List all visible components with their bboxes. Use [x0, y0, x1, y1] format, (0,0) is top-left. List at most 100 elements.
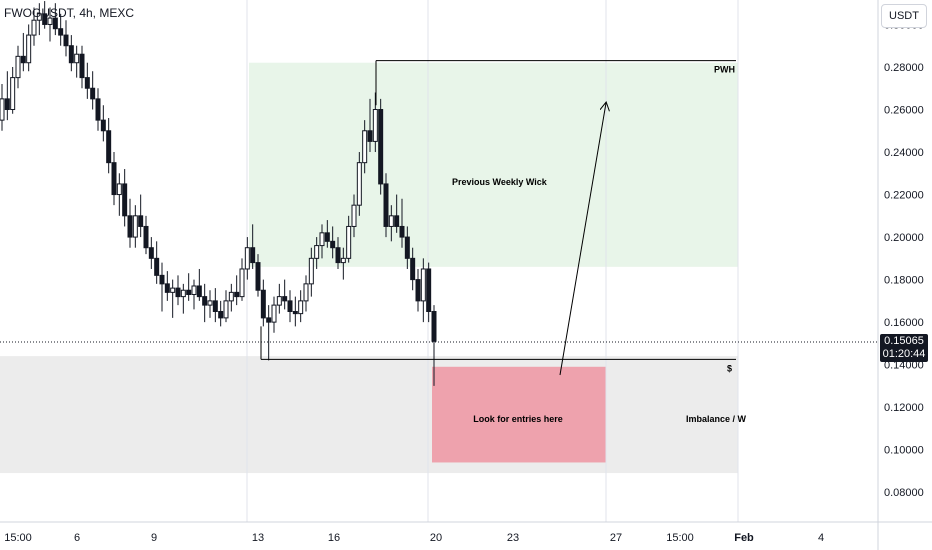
time-tick-label: 15:00 — [666, 532, 694, 544]
candle-up — [298, 300, 304, 315]
currency-button[interactable]: USDT — [881, 4, 927, 28]
candle-down — [330, 240, 336, 249]
time-tick-label: 15:00 — [4, 532, 32, 544]
candle-down — [431, 310, 437, 342]
candle-down — [250, 247, 256, 264]
candle-up — [170, 287, 176, 293]
candle-up — [74, 53, 80, 64]
price-tick-label: 0.24000 — [884, 147, 924, 159]
candle-down — [394, 215, 400, 227]
candle-down — [63, 34, 69, 47]
candle-down — [4, 98, 10, 111]
projection-arrow — [559, 103, 606, 376]
price-tick-label: 0.16000 — [884, 317, 924, 329]
candle-up — [308, 257, 314, 285]
time-tick-label: 13 — [252, 532, 264, 544]
candle-down — [196, 285, 202, 298]
candle-up — [314, 245, 320, 259]
candle-up — [15, 55, 21, 79]
candle-up — [271, 304, 277, 323]
countdown-timer: 01:20:44 — [882, 348, 926, 360]
previous-weekly-wick-label: Previous Weekly Wick — [452, 177, 548, 187]
time-tick-label: 6 — [74, 532, 80, 544]
imbalance-label: Imbalance / W — [686, 414, 747, 424]
candle-down — [335, 247, 341, 264]
candle-down — [399, 225, 405, 238]
candle-down — [260, 289, 266, 319]
candle-up — [420, 268, 426, 302]
candle-up — [207, 300, 213, 306]
candle-down — [20, 55, 26, 64]
candle-down — [404, 236, 410, 259]
candle-down — [138, 215, 144, 227]
candle-down — [164, 283, 170, 293]
candle-up — [356, 162, 362, 206]
candle-up — [36, 13, 42, 21]
price-tick-label: 0.14000 — [884, 360, 924, 372]
candle-up — [132, 215, 138, 238]
candle-up — [223, 300, 229, 319]
candle-down — [292, 310, 298, 315]
candle-down — [148, 247, 154, 259]
candle-up — [244, 247, 250, 270]
price-tick-label: 0.08000 — [884, 487, 924, 499]
time-tick-label: 20 — [430, 532, 442, 544]
candle-down — [84, 77, 90, 89]
candle-down — [202, 296, 208, 306]
candle-down — [143, 225, 149, 249]
candle-down — [127, 215, 133, 238]
candle-down — [212, 300, 218, 312]
candle-down — [255, 262, 261, 291]
time-tick-label: Feb — [734, 532, 754, 544]
candle-down — [426, 268, 432, 312]
candle-up — [0, 98, 5, 121]
candle-up — [228, 291, 234, 302]
candle-down — [415, 279, 421, 302]
pwh-zone — [249, 62, 738, 267]
current-price-tag: 0.15065 01:20:44 — [880, 334, 928, 362]
candle-down — [324, 232, 330, 242]
candle-up — [362, 130, 368, 164]
candle-down — [122, 183, 128, 217]
current-price-value: 0.15065 — [884, 335, 924, 347]
time-tick-label: 9 — [151, 532, 157, 544]
candle-down — [58, 28, 64, 36]
candle-down — [287, 300, 293, 312]
candle-down — [106, 130, 112, 164]
candle-down — [410, 257, 416, 281]
candle-up — [319, 232, 325, 247]
candle-down — [367, 130, 373, 142]
price-tick-label: 0.28000 — [884, 62, 924, 74]
symbol-title: FWOGUSDT, 4h, MEXC — [4, 6, 135, 20]
price-tick-label: 0.26000 — [884, 105, 924, 117]
candle-up — [303, 283, 309, 302]
candle-up — [47, 17, 53, 25]
entry-zone — [432, 366, 606, 463]
candle-up — [340, 257, 346, 264]
candle-down — [95, 98, 101, 121]
candle-down — [154, 257, 160, 276]
price-tick-label: 0.12000 — [884, 402, 924, 414]
imbalance-zone — [0, 356, 738, 474]
candle-up — [388, 215, 394, 227]
candle-down — [282, 296, 288, 302]
candle-up — [10, 77, 16, 111]
candle-down — [378, 109, 384, 185]
candle-down — [68, 45, 74, 64]
candles-group — [0, 1, 437, 386]
time-tick-label: 4 — [818, 532, 824, 544]
time-axis[interactable]: 15:00 6 9 13 16 20 23 27 15:00 Feb 4 — [4, 532, 824, 544]
pwh-label: PWH — [714, 65, 735, 75]
candle-up — [346, 225, 352, 259]
candle-down — [100, 119, 106, 132]
candle-up — [351, 204, 357, 227]
price-tick-label: 0.22000 — [884, 190, 924, 202]
entries-label: Look for entries here — [473, 414, 563, 424]
candle-up — [31, 19, 37, 36]
price-axis[interactable]: 0.300000.280000.260000.240000.220000.200… — [884, 19, 924, 499]
candle-up — [239, 268, 245, 298]
candle-up — [191, 285, 197, 295]
candle-up — [276, 296, 282, 306]
price-tick-label: 0.20000 — [884, 232, 924, 244]
